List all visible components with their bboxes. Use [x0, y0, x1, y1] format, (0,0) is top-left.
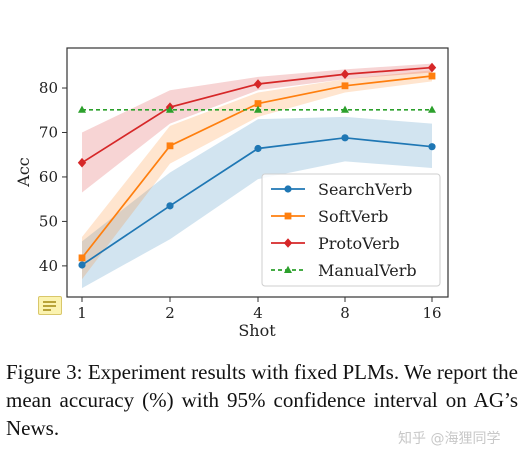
legend-protoverb-label: ProtoVerb — [318, 234, 400, 253]
legend-softverb-marker — [284, 212, 292, 220]
figure-caption: Figure 3: Experiment results with fixed … — [6, 360, 518, 440]
manualverb-point — [428, 105, 436, 113]
legend-box — [261, 173, 441, 287]
y-tick-label: 70 — [39, 123, 58, 141]
x-tick-label: 2 — [165, 304, 175, 322]
x-tick-label: 4 — [253, 304, 263, 322]
softverb-point — [254, 100, 262, 107]
y-axis-ticks: 40 50 60 70 80 — [39, 79, 67, 275]
legend: SearchVerb SoftVerb ProtoVerb ManualVerb — [261, 173, 441, 287]
searchverb-point — [254, 144, 262, 153]
legend-searchverb-marker — [284, 185, 292, 193]
y-tick-label: 80 — [39, 79, 58, 97]
note-icon[interactable] — [38, 296, 62, 315]
legend-manualverb-label: ManualVerb — [318, 261, 417, 280]
protoverb-point — [427, 62, 437, 73]
y-tick-label: 60 — [39, 168, 58, 186]
softverb-point — [166, 142, 174, 150]
searchverb-point — [166, 202, 174, 210]
softverb-point — [341, 82, 349, 90]
x-tick-label: 8 — [340, 304, 350, 322]
manualverb-point — [254, 105, 262, 113]
softverb-point — [78, 254, 86, 262]
line-chart: 1 2 4 8 16 40 50 60 70 80 Shot Acc SearchVerb Sof… — [14, 47, 449, 340]
manualverb-point — [166, 105, 174, 113]
x-axis-ticks: 1 2 4 8 16 — [77, 297, 442, 322]
searchverb-confidence-band — [82, 116, 432, 289]
searchverb-point — [341, 134, 349, 142]
y-tick-label: 40 — [39, 257, 58, 275]
protoverb-confidence-band — [82, 63, 432, 193]
y-axis-label: Acc — [14, 157, 33, 188]
searchverb-point — [428, 143, 436, 151]
legend-searchverb-label: SearchVerb — [318, 180, 412, 199]
y-tick-label: 50 — [39, 212, 58, 230]
legend-manualverb-marker — [284, 265, 292, 273]
protoverb-point — [77, 157, 87, 168]
manualverb-point — [341, 105, 349, 113]
x-axis-label: Shot — [238, 321, 276, 340]
series-markers — [77, 62, 437, 269]
protoverb-point — [340, 69, 350, 80]
legend-softverb-label: SoftVerb — [318, 207, 388, 226]
watermark: 知乎 @海狸同学 — [398, 431, 501, 447]
legend-protoverb-marker — [283, 238, 293, 248]
protoverb-point — [253, 79, 263, 89]
x-tick-label: 16 — [422, 304, 441, 322]
searchverb-point — [78, 261, 86, 269]
softverb-point — [428, 72, 436, 80]
x-tick-label: 1 — [77, 304, 87, 322]
manualverb-point — [78, 105, 86, 113]
